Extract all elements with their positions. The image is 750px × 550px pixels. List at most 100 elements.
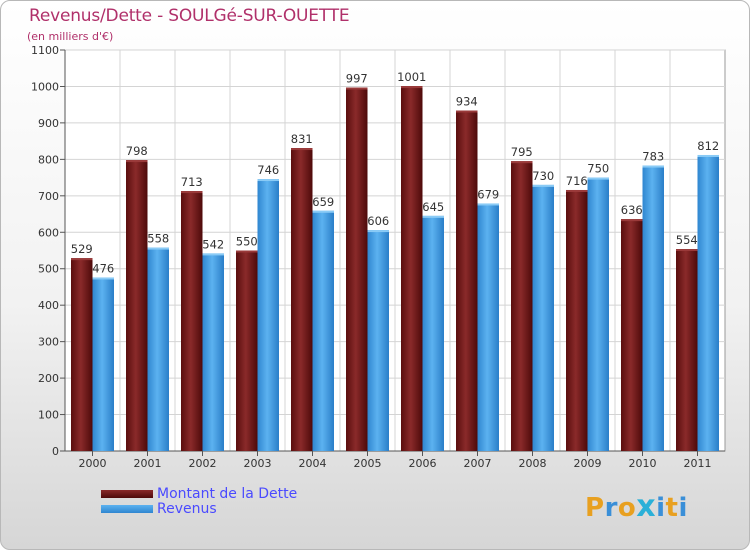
bar-cap — [367, 230, 389, 233]
logo-letter: i — [656, 493, 666, 523]
bar-cap — [126, 160, 148, 163]
value-label-revenus: 659 — [312, 195, 334, 209]
chart-subtitle: (en milliers d'€) — [27, 30, 114, 43]
bar-dette — [511, 161, 533, 451]
bar-revenus — [92, 277, 114, 451]
x-tick-label: 2004 — [299, 457, 327, 470]
grid-layer — [64, 49, 726, 452]
bar-cap — [92, 277, 114, 280]
label-layer: 529 476 798 558 713 542 550 746 831 659 997 606 1001… — [71, 70, 719, 275]
legend-label-revenus: Revenus — [157, 501, 217, 517]
chart-title: Revenus/Dette - SOULGé-SUR-OUETTE — [29, 6, 350, 26]
bar-dette — [346, 87, 368, 451]
value-label-revenus: 542 — [202, 237, 224, 251]
x-tick-label: 2003 — [244, 457, 272, 470]
bar-cap — [346, 87, 368, 90]
bar-cap — [642, 165, 664, 168]
value-label-revenus: 730 — [532, 169, 554, 183]
y-tick-label: 400 — [38, 299, 59, 312]
x-tick-label: 2005 — [354, 457, 382, 470]
bar-revenus — [147, 247, 169, 451]
bar-cap — [456, 110, 478, 113]
y-tick-label: 1100 — [31, 44, 59, 57]
bar-dette — [236, 250, 258, 451]
x-tick-label: 2007 — [464, 457, 492, 470]
legend-swatch-dette — [101, 490, 153, 498]
bar-cap — [676, 249, 698, 252]
bar-cap — [291, 148, 313, 151]
x-tick-label: 2011 — [684, 457, 712, 470]
value-label-revenus: 783 — [642, 150, 664, 164]
legend-label-dette: Montant de la Dette — [157, 486, 298, 502]
value-label-dette: 795 — [511, 145, 533, 159]
bar-cap — [181, 191, 203, 194]
y-tick-label: 200 — [38, 372, 59, 385]
y-tick-label: 800 — [38, 153, 59, 166]
legend-swatch-revenus — [101, 505, 153, 513]
logo-letter: r — [604, 493, 618, 523]
bar-cap — [257, 179, 279, 182]
bar-revenus — [477, 203, 499, 451]
bar-revenus — [587, 177, 609, 451]
bar-cap — [511, 161, 533, 164]
bar-revenus — [532, 184, 554, 451]
bar-revenus — [312, 210, 334, 451]
logo-letter: P — [585, 493, 605, 523]
logo-letter: i — [678, 493, 688, 523]
bar-dette — [291, 148, 313, 451]
logo-letter: x — [636, 489, 657, 524]
bar-dette — [456, 110, 478, 452]
logo-letter: o — [617, 493, 637, 523]
bar-dette — [621, 219, 643, 451]
value-label-revenus: 746 — [257, 163, 279, 177]
bar-cap — [312, 210, 334, 213]
x-tick-label: 2001 — [134, 457, 162, 470]
y-tick-label: 700 — [38, 190, 59, 203]
bar-layer — [71, 86, 719, 452]
bar-cap — [587, 177, 609, 180]
value-label-dette: 1001 — [397, 70, 426, 84]
bar-cap — [202, 253, 224, 256]
value-label-revenus: 679 — [477, 187, 499, 201]
bar-cap — [697, 154, 719, 157]
logo-letter: t — [665, 493, 679, 523]
bar-revenus — [422, 215, 444, 451]
bar-dette — [566, 189, 588, 451]
bar-dette — [676, 249, 698, 451]
value-label-revenus: 606 — [367, 214, 389, 228]
y-tick-label: 300 — [38, 336, 59, 349]
bar-revenus — [257, 179, 279, 452]
bar-dette — [401, 86, 423, 451]
value-label-dette: 554 — [676, 233, 698, 247]
y-tick-label: 900 — [38, 117, 59, 130]
x-tick-label: 2002 — [189, 457, 217, 470]
x-tick-label: 2006 — [409, 457, 437, 470]
value-label-dette: 997 — [346, 72, 368, 86]
x-tick-label: 2010 — [629, 457, 657, 470]
bar-revenus — [642, 165, 664, 451]
proxiti-logo: Proxiti — [585, 489, 688, 524]
bar-cap — [621, 219, 643, 222]
bar-cap — [71, 258, 93, 261]
x-tick-label: 2009 — [574, 457, 602, 470]
x-tick-label: 2008 — [519, 457, 547, 470]
value-label-revenus: 750 — [587, 162, 609, 176]
value-label-dette: 831 — [291, 132, 313, 146]
value-label-revenus: 812 — [697, 139, 719, 153]
x-tick-label: 2000 — [79, 457, 107, 470]
value-label-dette: 716 — [566, 174, 588, 188]
bar-cap — [147, 247, 169, 250]
bar-cap — [236, 250, 258, 253]
bar-cap — [401, 86, 423, 89]
value-label-dette: 529 — [71, 242, 93, 256]
bar-cap — [566, 189, 588, 192]
bar-cap — [532, 184, 554, 187]
bar-revenus — [367, 230, 389, 451]
y-tick-label: 600 — [38, 226, 59, 239]
value-label-revenus: 558 — [147, 232, 169, 246]
axis-layer: 0 100 200 300 400 500 600 700 800 900 1000 1100 2000… — [31, 44, 725, 470]
value-label-dette: 934 — [456, 95, 478, 109]
bar-dette — [181, 191, 203, 451]
